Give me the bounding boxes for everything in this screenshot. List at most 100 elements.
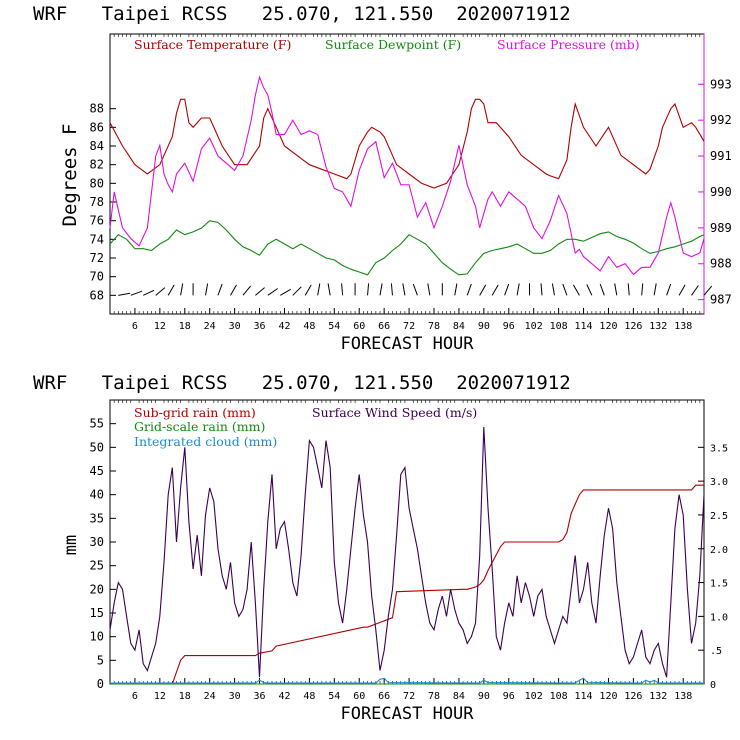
y-tick-label: 86: [90, 120, 104, 134]
wind-barb: [390, 283, 393, 296]
series-line-surface-dewpoint-f: [109, 220, 705, 276]
x-tick-label: 108: [550, 321, 568, 332]
x-tick-label: 90: [478, 691, 490, 702]
y2-tick-label: 987: [710, 293, 732, 307]
x-tick-label: 12: [154, 691, 166, 702]
x-tick-label: 60: [353, 691, 365, 702]
wind-barb: [572, 284, 580, 296]
chart1-plot-frame: [109, 33, 705, 315]
wind-barb: [586, 284, 593, 296]
series-line-integrated-cloud-mm: [110, 677, 704, 684]
y-tick-label: 20: [90, 582, 104, 596]
y-tick-label: 76: [90, 214, 104, 228]
wind-barb: [143, 289, 155, 296]
y2-tick-label: 2.0: [710, 545, 728, 556]
legend-item: Surface Temperature (F): [134, 37, 291, 52]
chart2-xlabel: FORECAST HOUR: [340, 704, 474, 724]
x-tick-label: 48: [303, 321, 315, 332]
wind-barb: [641, 283, 644, 296]
x-tick-label: 60: [353, 321, 365, 332]
y-tick-label: 82: [90, 158, 104, 172]
x-tick-label: 84: [453, 691, 465, 702]
wind-barb: [180, 283, 184, 296]
wind-barb: [280, 288, 291, 296]
chart2-title: WRF Taipei RCSS 25.070, 121.550 20200719…: [33, 372, 571, 394]
wind-barb: [304, 284, 312, 296]
wind-barb: [412, 283, 418, 296]
y2-tick-label: 2.5: [710, 511, 728, 522]
chart1-ylabel: Degrees F: [59, 124, 81, 227]
wind-barb: [230, 284, 237, 296]
x-tick-label: 96: [503, 691, 515, 702]
x-tick-label: 78: [428, 691, 440, 702]
y-tick-label: 15: [90, 606, 104, 620]
wind-barb: [691, 285, 699, 296]
y-tick-label: 10: [90, 630, 104, 644]
x-tick-label: 114: [575, 321, 593, 332]
wind-barb: [516, 283, 520, 296]
wind-barb: [205, 283, 209, 296]
x-tick-label: 12: [154, 321, 166, 332]
x-tick-label: 132: [649, 321, 667, 332]
wind-barb: [479, 284, 487, 296]
y-tick-label: 72: [90, 251, 104, 265]
wind-barb: [292, 286, 302, 296]
chart1-title: WRF Taipei RCSS 25.070, 121.550 20200719…: [33, 3, 571, 25]
wind-barb: [504, 283, 510, 296]
y-tick-label: 0: [97, 677, 104, 691]
x-tick-label: 66: [378, 691, 390, 702]
x-tick-label: 36: [254, 321, 266, 332]
wind-barb: [367, 283, 370, 296]
chart2-plot-area: 6 12 18 24 30 36 42 48 54 60 66 72 78 84 90 96 102 108 114…: [90, 400, 728, 702]
wind-barb: [402, 283, 406, 296]
x-tick-label: 132: [649, 691, 667, 702]
x-tick-label: 54: [328, 691, 340, 702]
x-tick-label: 102: [525, 691, 543, 702]
y-tick-label: 80: [90, 176, 104, 190]
x-tick-label: 126: [624, 691, 642, 702]
wind-barb: [703, 285, 713, 296]
wind-barb: [627, 283, 630, 296]
chart1-plot-area: 6 12 18 24 30 36 42 48 54 60 66 72 78 84 90 96 102 108 114…: [90, 34, 732, 332]
y-tick-label: 35: [90, 511, 104, 525]
x-tick-label: 66: [378, 321, 390, 332]
y-tick-label: 68: [90, 288, 104, 302]
y2-tick-label: 988: [710, 257, 732, 271]
wind-barb: [678, 284, 686, 296]
y-tick-label: 55: [90, 417, 104, 431]
wind-barb: [255, 287, 265, 296]
x-tick-label: 108: [550, 691, 568, 702]
x-tick-label: 18: [179, 321, 191, 332]
wind-barb: [466, 283, 472, 296]
x-tick-label: 120: [599, 691, 617, 702]
wind-barb: [562, 283, 568, 296]
wind-barb: [242, 285, 251, 296]
wind-barb: [427, 283, 431, 296]
wind-barb: [327, 283, 331, 296]
wind-barb: [317, 283, 321, 296]
wind-barb: [491, 284, 499, 296]
x-tick-label: 18: [179, 691, 191, 702]
series-line-surface-wind-speed-m-s: [109, 426, 705, 678]
x-tick-label: 30: [229, 321, 241, 332]
x-tick-label: 126: [624, 321, 642, 332]
x-tick-label: 42: [278, 691, 290, 702]
y-tick-label: 70: [90, 270, 104, 284]
x-tick-label: 6: [132, 691, 138, 702]
wind-barb: [267, 288, 278, 296]
legend-item: Grid-scale rain (mm): [134, 419, 265, 434]
legend-item: Integrated cloud (mm): [134, 434, 277, 449]
y-tick-label: 74: [90, 232, 104, 246]
y2-tick-label: 992: [710, 113, 732, 127]
x-tick-label: 138: [674, 321, 692, 332]
wind-barb: [130, 290, 143, 296]
x-tick-label: 30: [229, 691, 241, 702]
x-tick-label: 48: [303, 691, 315, 702]
wind-barb: [599, 283, 605, 296]
legend-item: Surface Dewpoint (F): [325, 37, 461, 52]
y2-tick-label: 991: [710, 149, 732, 163]
x-tick-label: 36: [254, 691, 266, 702]
y2-tick-label: 3.5: [710, 443, 728, 454]
x-tick-label: 90: [478, 321, 490, 332]
